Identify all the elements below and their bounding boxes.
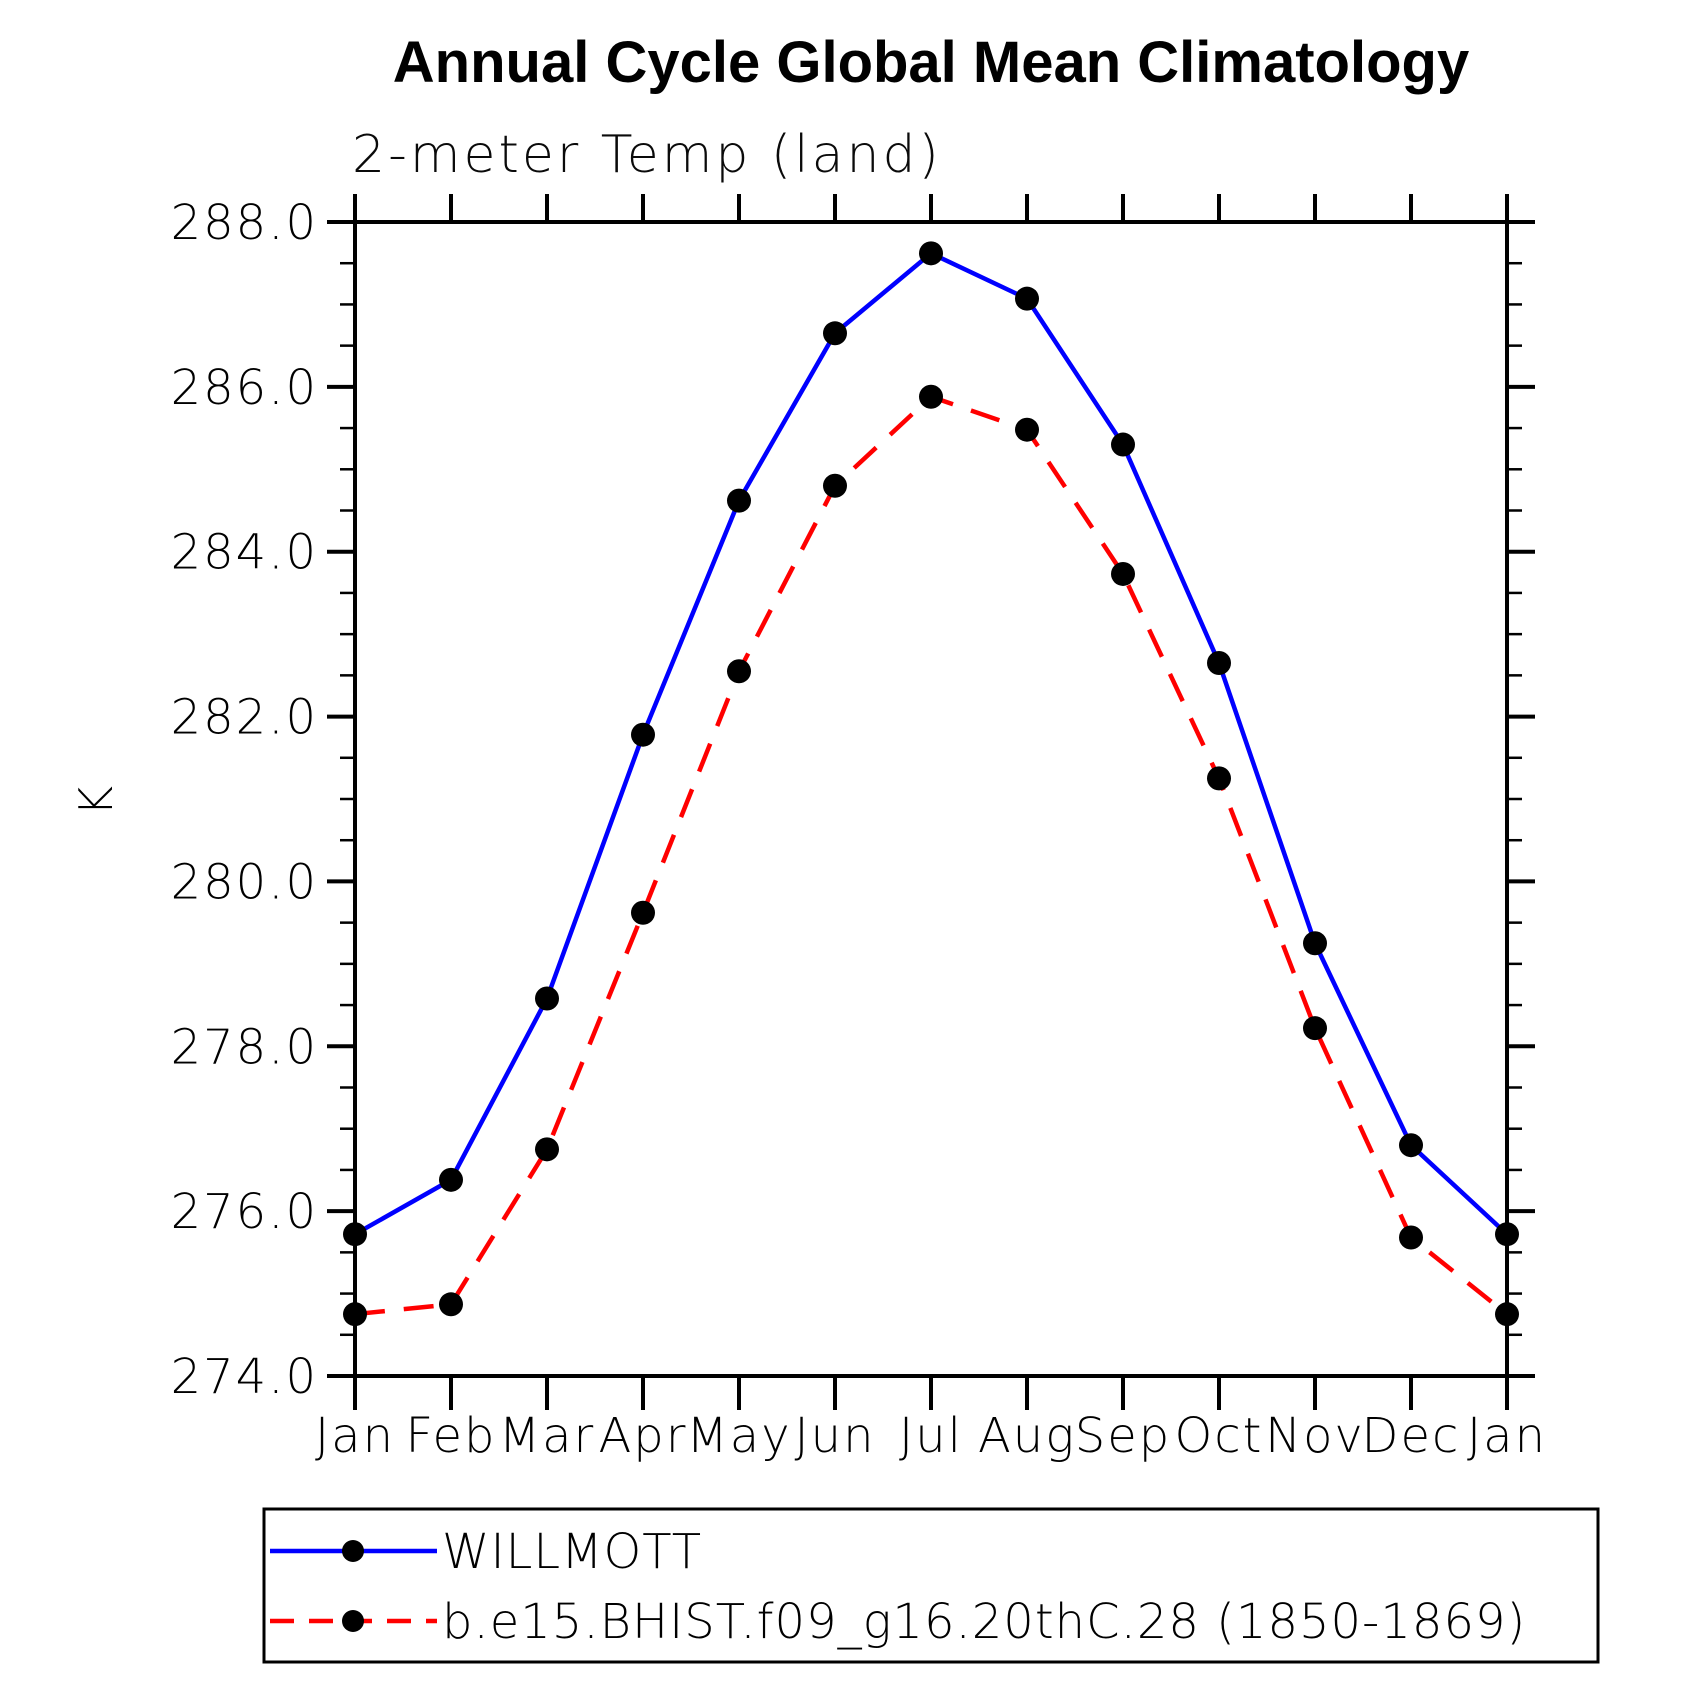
data-point-marker bbox=[823, 321, 847, 346]
series-line-model bbox=[354, 394, 1509, 1317]
y-axis-title: K bbox=[69, 784, 123, 816]
data-point-marker bbox=[631, 722, 655, 747]
data-point-marker bbox=[1207, 650, 1231, 675]
y-tick-label: 280.0 bbox=[171, 854, 318, 910]
legend: WILLMOTT b.e15.BHIST.f09_g16.20thC.28 (18… bbox=[262, 1507, 1600, 1664]
data-point-marker bbox=[1111, 432, 1135, 457]
y-tick-label: 282.0 bbox=[171, 690, 318, 746]
data-point-marker bbox=[1303, 931, 1327, 956]
x-tick-label: May bbox=[686, 1408, 791, 1464]
data-point-marker bbox=[439, 1292, 463, 1317]
legend-label: WILLMOTT bbox=[442, 1524, 702, 1580]
x-tick-label: Jun bbox=[795, 1408, 876, 1464]
data-point-marker bbox=[1207, 766, 1231, 791]
data-point-marker bbox=[727, 488, 751, 513]
y-tick-label: 274.0 bbox=[171, 1349, 318, 1405]
x-tick-label: Sep bbox=[1075, 1408, 1171, 1464]
axis-tick-labels: 274.0 276.0 278.0 280.0 282.0 284.0 286.0 288.0… bbox=[171, 195, 1547, 1464]
data-point-marker bbox=[1015, 286, 1039, 311]
data-point-marker bbox=[535, 986, 559, 1011]
data-series bbox=[343, 241, 1519, 1327]
plot-frame bbox=[353, 220, 1509, 1378]
data-point-marker bbox=[631, 900, 655, 925]
data-point-marker bbox=[919, 384, 943, 409]
chart-subtitle: 2-meter Temp (land) bbox=[352, 125, 942, 185]
x-tick-label: Mar bbox=[499, 1408, 596, 1464]
x-tick-label: Jan bbox=[1467, 1408, 1547, 1464]
x-tick-label: Apr bbox=[598, 1408, 687, 1464]
x-tick-label: Dec bbox=[1362, 1408, 1461, 1464]
data-point-marker bbox=[1399, 1225, 1423, 1250]
data-point-marker bbox=[727, 659, 751, 684]
data-point-marker bbox=[1111, 561, 1135, 586]
y-tick-label: 286.0 bbox=[171, 360, 318, 416]
legend-marker bbox=[342, 1540, 364, 1562]
y-tick-label: 288.0 bbox=[171, 195, 318, 251]
data-point-marker bbox=[535, 1137, 559, 1162]
data-point-marker bbox=[1015, 417, 1039, 442]
y-tick-label: 276.0 bbox=[171, 1184, 318, 1240]
data-point-marker bbox=[439, 1167, 463, 1192]
y-tick-label: 278.0 bbox=[171, 1019, 318, 1075]
y-tick-label: 284.0 bbox=[171, 525, 318, 581]
chart-title: Annual Cycle Global Mean Climatology bbox=[393, 30, 1469, 95]
x-tick-label: Jul bbox=[899, 1408, 963, 1464]
x-tick-label: Jan bbox=[315, 1408, 395, 1464]
legend-label: b.e15.BHIST.f09_g16.20thC.28 (1850-1869) bbox=[442, 1594, 1526, 1650]
x-tick-label: Feb bbox=[406, 1408, 497, 1464]
x-tick-label: Oct bbox=[1175, 1408, 1264, 1464]
axis-ticks bbox=[327, 194, 1535, 1410]
legend-marker bbox=[342, 1610, 364, 1632]
legend-box bbox=[262, 1507, 1600, 1664]
data-point-marker bbox=[1303, 1016, 1327, 1041]
data-point-marker bbox=[823, 473, 847, 498]
data-point-marker bbox=[919, 241, 943, 266]
x-tick-label: Aug bbox=[978, 1408, 1076, 1464]
data-point-marker bbox=[1399, 1133, 1423, 1158]
x-tick-label: Nov bbox=[1265, 1408, 1365, 1464]
